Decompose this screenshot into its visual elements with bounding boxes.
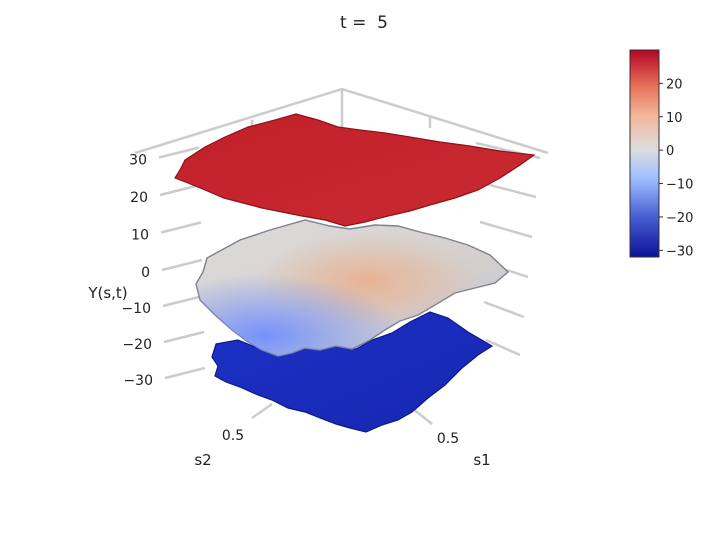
z-gridline [161, 258, 203, 272]
colorbar-tick-label: 20 [666, 77, 683, 92]
z-axis-label: Y(s,t) [87, 284, 127, 302]
z-gridline [160, 221, 202, 234]
colorbar [629, 49, 660, 258]
z-tick-label: 30 [129, 153, 147, 169]
chart-title: t = 5 [340, 13, 388, 33]
right-gridline [483, 300, 525, 319]
s1-tick [411, 407, 433, 425]
gridlines [158, 141, 541, 425]
z-gridline [158, 146, 200, 159]
colorbar-tick-label: −30 [666, 244, 693, 259]
colorbar-tick-label: 10 [666, 111, 683, 126]
z-tick-label: −10 [121, 301, 151, 317]
colorbar-tick-label: 0 [666, 144, 674, 159]
z-tick-label: −20 [122, 337, 152, 353]
colorbar-tick-label: −20 [666, 211, 693, 226]
s2-tick-label: 0.5 [222, 428, 244, 444]
z-tick-label: 20 [130, 190, 148, 206]
s1-tick-labels: 0.5 [437, 431, 459, 447]
s1-axis-label: s1 [473, 451, 490, 469]
colorbar-tick-label: −10 [666, 178, 693, 193]
s2-tick [251, 402, 273, 420]
surface-mid-cool [196, 220, 508, 356]
z-tick-label: 10 [131, 228, 149, 244]
z-tick-label: 0 [141, 265, 150, 281]
s2-axis-label: s2 [194, 451, 211, 469]
colorbar-ticks: 20 10 0 −10 −20 −30 [659, 77, 693, 259]
s1-tick-label: 0.5 [437, 431, 459, 447]
right-gridline [485, 338, 521, 357]
z-tick-label: −30 [123, 373, 153, 389]
z-tick-labels: 30 20 10 0 −10 −20 −30 [121, 153, 153, 390]
z-gridline [164, 366, 206, 380]
s2-tick-labels: 0.5 [222, 428, 244, 444]
z-gridline [159, 183, 201, 197]
z-gridline [162, 294, 204, 308]
z-gridline [163, 330, 205, 344]
right-gridline [479, 220, 533, 239]
surface-high [174, 113, 536, 227]
